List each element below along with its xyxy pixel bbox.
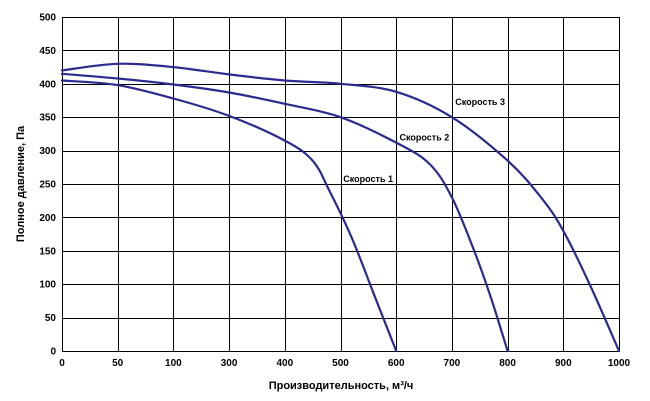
x-tick-label: 800 [499, 358, 516, 369]
x-tick-label: 100 [165, 358, 182, 369]
series-curves [60, 62, 621, 353]
x-tick-label: 700 [444, 358, 461, 369]
y-tick-label: 450 [39, 46, 56, 57]
series-line-3 [60, 62, 621, 353]
y-tick-label: 250 [39, 180, 56, 191]
y-tick-label: 400 [39, 79, 56, 90]
x-axis-title: Производительность, м³/ч [269, 380, 414, 392]
y-tick-label: 150 [39, 246, 56, 257]
x-tick-labels: 0 50 100 300 400 500 600 700 800 900 1000 [59, 358, 630, 369]
y-tick-labels: 0 50 100 150 200 250 300 350 400 450 500 [39, 13, 56, 358]
y-axis-title: Полное давление, Па [15, 125, 27, 242]
series-label-1: Скорость 1 [343, 174, 393, 184]
x-tick-label: 900 [555, 358, 572, 369]
x-tick-label: 300 [221, 358, 238, 369]
y-tick-label: 500 [39, 13, 56, 24]
series-line-2 [60, 72, 509, 353]
x-tick-label: 50 [112, 358, 124, 369]
series-label-2: Скорость 2 [400, 133, 450, 143]
y-tick-label: 50 [45, 313, 57, 324]
x-tick-label: 500 [332, 358, 349, 369]
y-tick-label: 350 [39, 113, 56, 124]
series-labels: Скорость 1 Скорость 2 Скорость 3 [343, 97, 505, 184]
plot-frame [62, 17, 620, 352]
series-label-3: Скорость 3 [455, 97, 505, 107]
x-tick-label: 0 [59, 358, 65, 369]
y-tick-label: 200 [39, 213, 56, 224]
grid [62, 17, 620, 352]
series-line-1 [60, 79, 398, 353]
x-tick-label: 600 [388, 358, 405, 369]
y-tick-label: 100 [39, 280, 56, 291]
x-tick-label: 1000 [608, 358, 631, 369]
y-tick-label: 300 [39, 146, 56, 157]
x-tick-label: 400 [276, 358, 293, 369]
y-tick-label: 0 [50, 347, 56, 358]
